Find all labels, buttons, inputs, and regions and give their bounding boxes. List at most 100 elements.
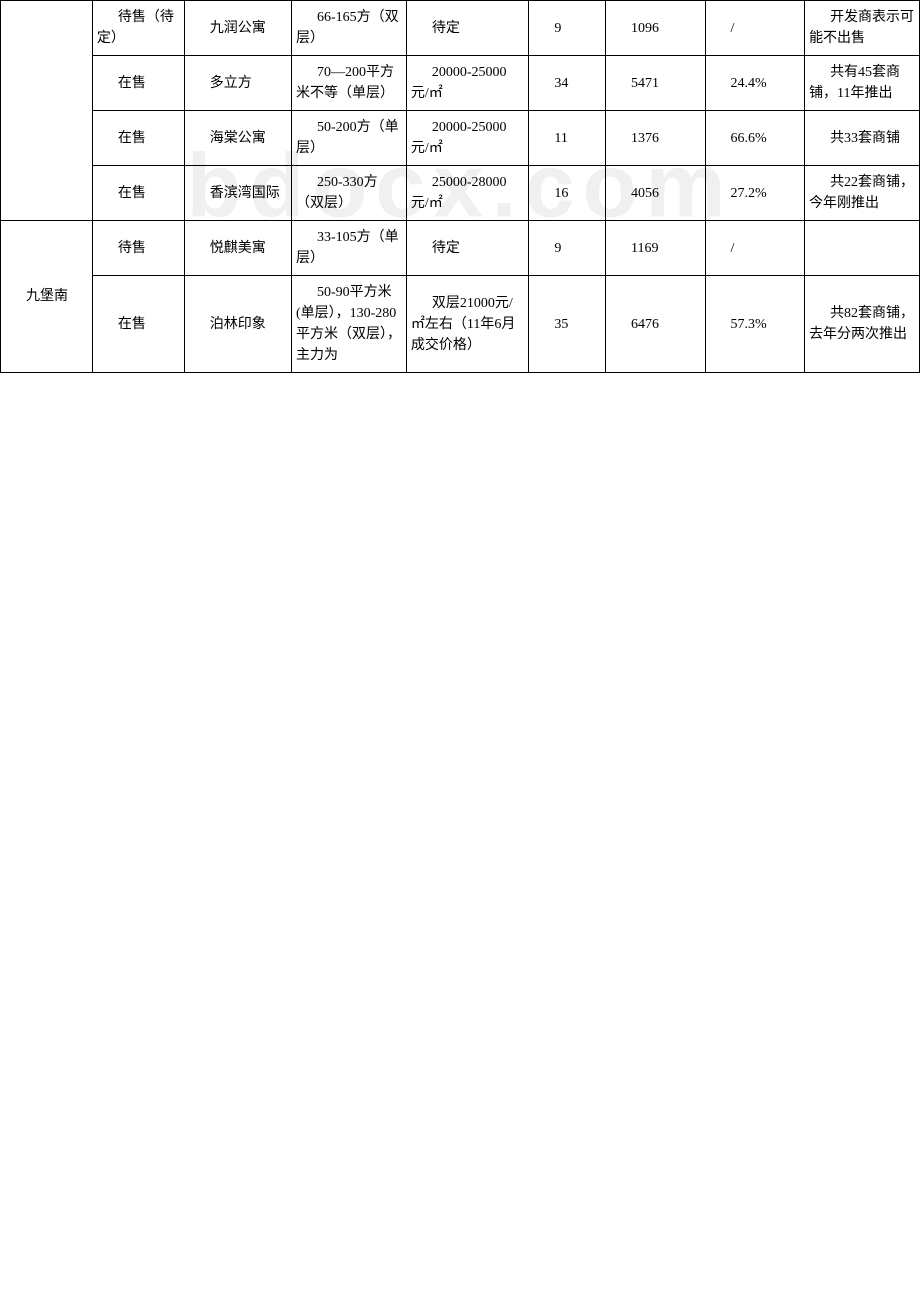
table-cell: 共有45套商铺，11年推出 xyxy=(805,56,920,111)
cell-text: 开发商表示可能不出售 xyxy=(809,10,914,46)
cell-text: 24.4% xyxy=(731,76,767,91)
cell-text: 5471 xyxy=(631,76,659,91)
cell-text: 共82套商铺，去年分两次推出 xyxy=(809,306,914,342)
cell-text: 共有45套商铺，11年推出 xyxy=(809,65,900,101)
cell-text: 9 xyxy=(554,241,561,256)
cell-text: 在售 xyxy=(118,317,146,332)
cell-text: 1169 xyxy=(631,241,658,256)
table-cell: 57.3% xyxy=(705,276,805,373)
table-row: 待售（待定） 九润公寓 66-165方（双层） 待定 9 1096 / 开发商表示可能不出售 xyxy=(1,1,920,56)
cell-text: 11 xyxy=(554,131,567,146)
table-cell: 16 xyxy=(529,166,606,221)
table-cell: 共82套商铺，去年分两次推出 xyxy=(805,276,920,373)
table-row: 在售 香滨湾国际 250-330方（双层） 25000-28000元/㎡ 16 4056 2… xyxy=(1,166,920,221)
table-row: 在售 海棠公寓 50-200方（单层） 20000-25000元/㎡ 11 1376 66.… xyxy=(1,111,920,166)
cell-text: 6476 xyxy=(631,317,659,332)
cell-text: 25000-28000元/㎡ xyxy=(411,175,507,211)
cell-text: 待售（待定） xyxy=(97,10,174,46)
cell-text: 250-330方（双层） xyxy=(296,175,378,211)
cell-text: 九润公寓 xyxy=(210,21,266,36)
table-cell: 250-330方（双层） xyxy=(291,166,406,221)
table-cell: / xyxy=(705,221,805,276)
cell-text: 在售 xyxy=(118,76,146,91)
table-row: 在售 泊林印象 50-90平方米(单层），130-280平方米（双层），主力为双层2… xyxy=(1,276,920,373)
cell-text: 4056 xyxy=(631,186,659,201)
table-cell: 50-200方（单层） xyxy=(291,111,406,166)
cell-text: 16 xyxy=(554,186,568,201)
table-cell: 27.2% xyxy=(705,166,805,221)
cell-text: 34 xyxy=(554,76,568,91)
cell-text: 27.2% xyxy=(731,186,767,201)
table-cell: 海棠公寓 xyxy=(184,111,291,166)
cell-text: 在售 xyxy=(118,186,146,201)
cell-text: 待定 xyxy=(432,241,460,256)
cell-text: 1096 xyxy=(631,21,659,36)
table-cell: 34 xyxy=(529,56,606,111)
cell-text: 20000-25000元/㎡ xyxy=(411,120,507,156)
table-cell: 香滨湾国际 xyxy=(184,166,291,221)
table-cell: 共22套商铺，今年刚推出 xyxy=(805,166,920,221)
table-cell: 70—200平方米不等（单层） xyxy=(291,56,406,111)
cell-text: 50-90平方米(单层），130-280平方米（双层），主力为 xyxy=(296,285,401,363)
cell-text: 共22套商铺，今年刚推出 xyxy=(809,175,914,211)
cell-text: 悦麒美寓 xyxy=(210,241,266,256)
cell-text: 待定 xyxy=(432,21,460,36)
table-row: 在售 多立方 70—200平方米不等（单层） 20000-25000元/㎡ 34 5471… xyxy=(1,56,920,111)
cell-text: 双层21000元/㎡左右（11年6月成交价格） xyxy=(411,296,515,353)
cell-text: 66-165方（双层） xyxy=(296,10,399,46)
table-cell: 5471 xyxy=(605,56,705,111)
table-cell: 24.4% xyxy=(705,56,805,111)
cell-text: 50-200方（单层） xyxy=(296,120,399,156)
table-cell: 6476 xyxy=(605,276,705,373)
cell-text: / xyxy=(731,21,735,36)
table-cell: 50-90平方米(单层），130-280平方米（双层），主力为 xyxy=(291,276,406,373)
table-cell: 20000-25000元/㎡ xyxy=(406,111,529,166)
cell-text: 33-105方（单层） xyxy=(296,230,399,266)
table-cell: 33-105方（单层） xyxy=(291,221,406,276)
cell-text: 20000-25000元/㎡ xyxy=(411,65,507,101)
table-cell xyxy=(805,221,920,276)
table-cell: 双层21000元/㎡左右（11年6月成交价格） xyxy=(406,276,529,373)
table-cell: 待定 xyxy=(406,1,529,56)
cell-text: 共33套商铺 xyxy=(830,131,900,146)
region-cell: 九堡南 xyxy=(1,221,93,373)
cell-text: 泊林印象 xyxy=(210,317,266,332)
cell-text: 1376 xyxy=(631,131,659,146)
table-cell: 1096 xyxy=(605,1,705,56)
table-cell: 悦麒美寓 xyxy=(184,221,291,276)
cell-text: 待售 xyxy=(118,241,146,256)
cell-text: 9 xyxy=(554,21,561,36)
cell-text: 香滨湾国际 xyxy=(210,186,280,201)
table-cell: 11 xyxy=(529,111,606,166)
table-cell: 在售 xyxy=(92,56,184,111)
cell-text: 35 xyxy=(554,317,568,332)
cell-text: 多立方 xyxy=(210,76,252,91)
table-cell: 1169 xyxy=(605,221,705,276)
table-cell: 1376 xyxy=(605,111,705,166)
table-cell: 20000-25000元/㎡ xyxy=(406,56,529,111)
table-cell: 25000-28000元/㎡ xyxy=(406,166,529,221)
table-cell: 66-165方（双层） xyxy=(291,1,406,56)
table-cell: 多立方 xyxy=(184,56,291,111)
table-cell: 9 xyxy=(529,1,606,56)
table-cell: 在售 xyxy=(92,276,184,373)
table-cell: 在售 xyxy=(92,166,184,221)
table-cell: 9 xyxy=(529,221,606,276)
table-cell: 九润公寓 xyxy=(184,1,291,56)
data-table: 待售（待定） 九润公寓 66-165方（双层） 待定 9 1096 / 开发商表示可能不出售在… xyxy=(0,0,920,373)
table-cell: 待售 xyxy=(92,221,184,276)
region-cell xyxy=(1,1,93,221)
table-cell: 35 xyxy=(529,276,606,373)
table-cell: 4056 xyxy=(605,166,705,221)
table-cell: 开发商表示可能不出售 xyxy=(805,1,920,56)
cell-text: / xyxy=(731,241,735,256)
table-cell: / xyxy=(705,1,805,56)
table-row: 九堡南待售悦麒美寓33-105方（单层）待定91169/ xyxy=(1,221,920,276)
table-cell: 待定 xyxy=(406,221,529,276)
cell-text: 70—200平方米不等（单层） xyxy=(296,65,394,101)
table-cell: 共33套商铺 xyxy=(805,111,920,166)
table-cell: 66.6% xyxy=(705,111,805,166)
cell-text: 66.6% xyxy=(731,131,767,146)
cell-text: 在售 xyxy=(118,131,146,146)
cell-text: 海棠公寓 xyxy=(210,131,266,146)
